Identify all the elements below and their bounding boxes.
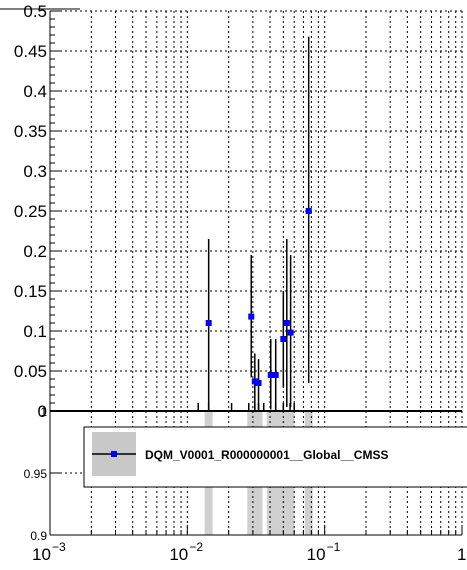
- x-tick-label: 1: [457, 545, 466, 564]
- x-tick-label: 10: [307, 545, 326, 564]
- bottom-panel-x-axis: 10 −3 10 −2 10 −1 1: [32, 525, 466, 564]
- x-tick-label: 10: [32, 545, 51, 564]
- y-tick-label: 0.45: [14, 42, 47, 61]
- legend-entry-label: DQM_V0001_R000000001__Global__CMSS: [145, 448, 388, 462]
- y-tick-label: 0.95: [24, 467, 48, 481]
- y-tick-label: 0: [38, 402, 47, 421]
- data-point: [267, 372, 274, 378]
- y-tick-label: 0.05: [14, 362, 47, 381]
- legend-swatch-marker: [111, 451, 117, 457]
- data-point: [305, 208, 312, 214]
- legend: DQM_V0001_R000000001__Global__CMSS: [83, 426, 467, 488]
- data-point: [255, 380, 262, 386]
- y-tick-label: 0.2: [23, 242, 47, 261]
- y-tick-label: 0.15: [14, 282, 47, 301]
- y-tick-label: 0.5: [23, 2, 47, 21]
- top-panel-series: [205, 36, 312, 411]
- y-tick-label: 0.9: [30, 529, 47, 543]
- y-tick-label: 0.35: [14, 122, 47, 141]
- y-tick-label: 0.1: [23, 322, 47, 341]
- y-tick-label: 1: [40, 405, 47, 419]
- data-point: [251, 378, 258, 385]
- x-tick-label: 10: [169, 545, 188, 564]
- x-tick-label-exponent: −1: [327, 540, 341, 554]
- y-tick-label: 0.3: [23, 162, 47, 181]
- data-point: [205, 320, 212, 326]
- legend-box: [83, 426, 467, 488]
- data-point: [280, 336, 287, 342]
- data-point: [283, 320, 290, 326]
- x-tick-label-exponent: −3: [52, 540, 66, 554]
- top-panel-minor-stubs: [197, 403, 295, 411]
- top-panel-grid: [49, 10, 463, 412]
- x-tick-label-exponent: −2: [189, 540, 203, 554]
- bottom-panel-y-axis: 0.9 0.95 1: [24, 405, 60, 543]
- y-tick-label: 0.4: [23, 82, 47, 101]
- top-panel-y-axis: 0 0.05 0.1 0.15 0.2 0.25 0.3 0.35 0.4 0.45 0.5: [14, 2, 60, 421]
- data-point: [248, 313, 255, 320]
- data-point: [287, 329, 294, 336]
- data-point: [272, 372, 279, 378]
- y-tick-label: 0.25: [14, 202, 47, 221]
